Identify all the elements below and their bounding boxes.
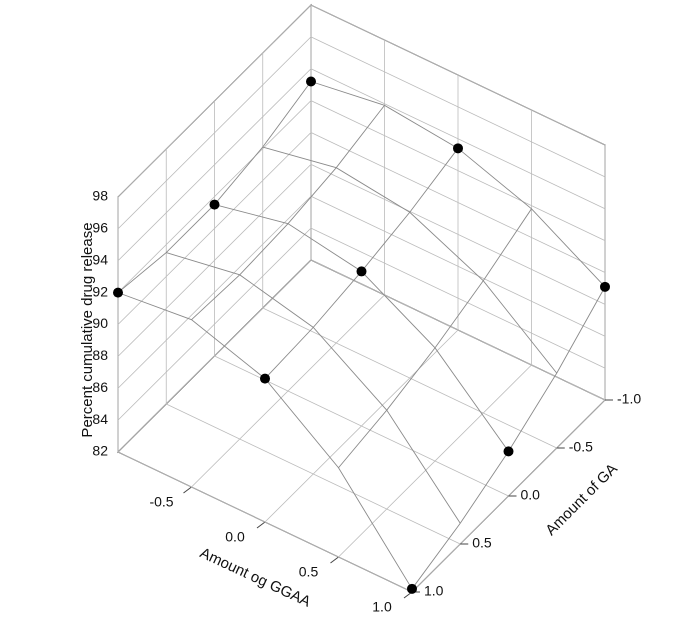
x-tick xyxy=(330,556,339,564)
surface-line xyxy=(262,146,558,374)
data-point xyxy=(356,266,367,277)
surface-line xyxy=(191,105,385,320)
y-axis-label: Amount of GA xyxy=(542,460,621,539)
grid-line xyxy=(264,75,459,523)
surface-line xyxy=(117,292,413,590)
grid-line xyxy=(338,110,532,558)
data-point xyxy=(113,287,123,298)
data-point xyxy=(260,373,270,384)
grid-line xyxy=(310,5,606,401)
x-axis-label: Amount og GGAA xyxy=(197,544,313,610)
x-tick-label: 0.0 xyxy=(225,529,245,545)
z-tick-label: 98 xyxy=(92,188,108,204)
z-tick-label: 82 xyxy=(92,443,108,459)
z-axis-label: Percent cumulative drug release xyxy=(79,222,96,437)
data-point xyxy=(600,281,610,292)
z-tick-label: 84 xyxy=(92,411,108,427)
y-tick-label: 0.5 xyxy=(472,535,492,551)
z-tick-label: 86 xyxy=(92,379,108,395)
x-tick xyxy=(256,521,266,529)
grid-line xyxy=(117,197,413,593)
y-tick-label: -0.5 xyxy=(569,439,593,455)
z-tick-label: 96 xyxy=(92,220,108,236)
x-tick-label: 1.0 xyxy=(372,599,392,615)
grid-line xyxy=(117,227,606,421)
grid-line xyxy=(117,195,606,389)
grid-line xyxy=(262,53,557,449)
grid-line xyxy=(411,145,606,593)
x-tick-label: 0.5 xyxy=(299,564,319,580)
data-point xyxy=(407,583,417,594)
surface-line xyxy=(214,204,509,452)
surface-line xyxy=(166,252,461,524)
data-point xyxy=(453,143,463,154)
z-tick-label: 88 xyxy=(92,347,108,363)
grid-line xyxy=(214,101,509,497)
data-point xyxy=(306,76,316,87)
data-point xyxy=(209,199,220,210)
grid-line xyxy=(117,100,606,293)
grid-line xyxy=(117,36,606,230)
z-tick-label: 90 xyxy=(92,315,108,331)
z-tick-label: 92 xyxy=(92,283,108,299)
z-tick-label: 94 xyxy=(92,251,108,267)
grid-line xyxy=(191,40,385,488)
y-tick-label: 0.0 xyxy=(521,487,541,503)
grid-line xyxy=(117,4,606,198)
x-tick-label: -0.5 xyxy=(149,494,173,510)
grid-line xyxy=(165,149,461,545)
x-tick xyxy=(183,486,192,494)
y-tick-label: 1.0 xyxy=(424,583,444,599)
grid-line xyxy=(117,259,606,453)
y-tick-label: -1.0 xyxy=(617,391,641,407)
data-point xyxy=(503,446,514,457)
